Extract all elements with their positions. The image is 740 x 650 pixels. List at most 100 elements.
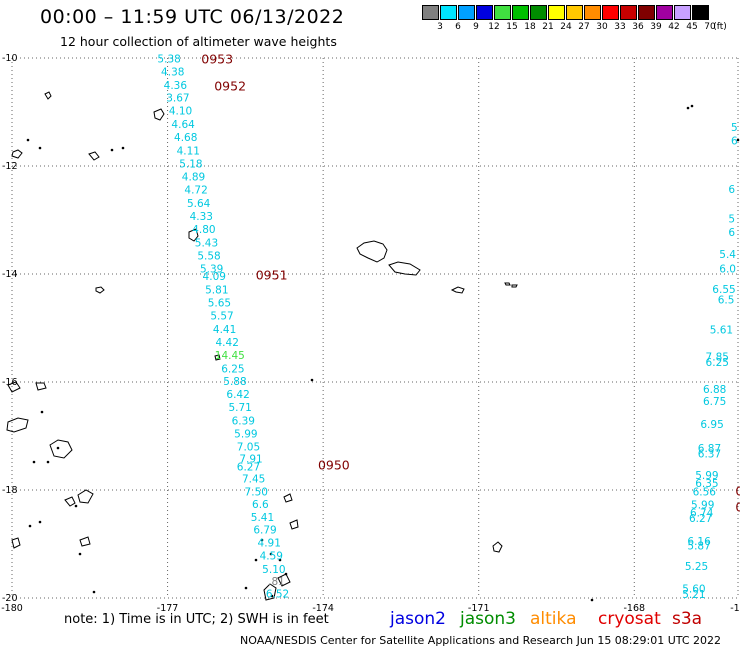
wave-height-label: 6.6 (252, 499, 269, 511)
legend-label: 33 (614, 22, 626, 32)
legend-label: 70 (704, 22, 716, 32)
y-tick-label: -10 (2, 53, 18, 64)
island-dot (690, 104, 694, 108)
island-dot (40, 410, 44, 414)
island-outline (492, 541, 503, 553)
satellite-label-jason2: jason2 (390, 609, 446, 629)
wave-height-label: 6.25 (706, 357, 729, 369)
island-dot (121, 146, 125, 150)
legend-swatch (458, 5, 475, 20)
legend-label: 18 (524, 22, 536, 32)
wave-height-label: 7.45 (242, 473, 265, 485)
wave-height-label: 5.71 (228, 402, 251, 414)
page-subtitle: 12 hour collection of altimeter wave hei… (60, 34, 337, 49)
x-tick-label: -16 (730, 603, 740, 614)
island-outline (88, 151, 100, 161)
pass-time-labels: 0953 0952 0951 0950 0 0 (201, 51, 740, 514)
island-dot (26, 138, 30, 142)
wave-height-label: 5.25 (685, 561, 708, 573)
island-dot (310, 378, 314, 382)
y-tick-label: -18 (2, 485, 18, 496)
island-dot (284, 572, 288, 576)
wave-height-label: 6.79 (253, 525, 276, 537)
pass-time-label: 0951 (256, 267, 288, 282)
island-outline (11, 537, 21, 549)
credit-line: NOAA/NESDIS Center for Satellite Applica… (240, 634, 722, 647)
pass-time-label: 0953 (201, 51, 233, 66)
island-dot (590, 598, 594, 602)
legend-label: 39 (650, 22, 662, 32)
wave-height-label: 6 (731, 135, 738, 147)
wave-height-label: 6 (728, 184, 735, 196)
pass-time-label: 0 (735, 483, 740, 498)
wave-height-label: 4.11 (177, 146, 200, 158)
wave-height-label: 4.09 (203, 271, 226, 283)
small-island-dots (26, 104, 740, 602)
island-outline (263, 583, 277, 601)
island-dot (686, 106, 690, 110)
wave-height-label: 6.75 (703, 396, 726, 408)
island-outline (450, 286, 465, 294)
wave-height-label: 5.41 (251, 512, 274, 524)
island-dot (736, 138, 740, 142)
legend-label: 36 (632, 22, 644, 32)
wave-height-label: 6.37 (698, 449, 721, 461)
island-dot (28, 524, 32, 528)
wave-height-labels: 5.384.38 4.363.674.104.644.68 4.115.184.89… (157, 53, 738, 601)
wave-height-label: 4.64 (171, 119, 195, 131)
legend-swatch (620, 5, 637, 20)
island-outline (289, 519, 299, 530)
pass-time-label: 0952 (214, 78, 246, 93)
island-outline (214, 354, 221, 361)
wave-height-label: 6.25 (221, 363, 244, 375)
wave-height-label: 4.80 (192, 224, 215, 236)
satellite-label-jason3: jason3 (460, 609, 516, 629)
legend-swatch (512, 5, 529, 20)
wave-height-label: 6.88 (703, 384, 726, 396)
legend-swatch (656, 5, 673, 20)
wave-height-label: 5.87 (687, 540, 710, 552)
island-dot (32, 460, 36, 464)
wave-height-label: 6.35 (695, 478, 718, 490)
legend-swatch (548, 5, 565, 20)
wave-height-label: 5.43 (195, 237, 218, 249)
wave-height-label: 6.42 (226, 389, 249, 401)
wave-height-label: 5.99 (691, 499, 714, 511)
axis-tick-labels: -180 -177 -174 -171 -168 -16 -10 -12 -14 -16 -18 -2… (1, 53, 740, 614)
island-outline (11, 149, 23, 159)
wave-height-label: 5.81 (205, 284, 228, 296)
wave-height-label: 4.38 (161, 66, 184, 78)
wave-height-label: 14.45 (215, 350, 245, 362)
y-tick-label: -12 (2, 161, 18, 172)
island-dot (260, 538, 264, 542)
legend-swatch (494, 5, 511, 20)
wave-height-label: 5.88 (223, 376, 246, 388)
legend-label: 9 (473, 22, 479, 32)
satellite-label-altika: altika (530, 609, 577, 629)
wave-height-label: 5 (728, 214, 735, 226)
wave-height-label: 5.4 (719, 249, 736, 261)
island-dot (56, 446, 60, 450)
wave-height-label: 6.27 (237, 462, 260, 474)
x-tick-label: -168 (624, 603, 646, 614)
wave-height-label: 6.0 (719, 263, 736, 275)
legend-label: 30 (596, 22, 608, 32)
footer-note: note: 1) Time is in UTC; 2) SWH is in fe… (64, 612, 329, 627)
island-outline (153, 108, 165, 121)
island-outline (188, 228, 199, 242)
wave-height-label: 6.74 (690, 507, 714, 519)
legend-swatch (422, 5, 439, 20)
legend-label: 45 (686, 22, 698, 32)
island-outline (388, 261, 421, 276)
map-grid (11, 57, 739, 599)
island-outline (44, 91, 52, 100)
island-dot (270, 594, 274, 598)
wave-height-label: 7.50 (245, 486, 268, 498)
wave-height-label: 6.55 (712, 284, 735, 296)
wave-height-label: 5.60 (682, 584, 705, 596)
island-outline (95, 286, 105, 294)
wave-height-label: 6.52 (266, 588, 289, 600)
island-dot (46, 460, 50, 464)
